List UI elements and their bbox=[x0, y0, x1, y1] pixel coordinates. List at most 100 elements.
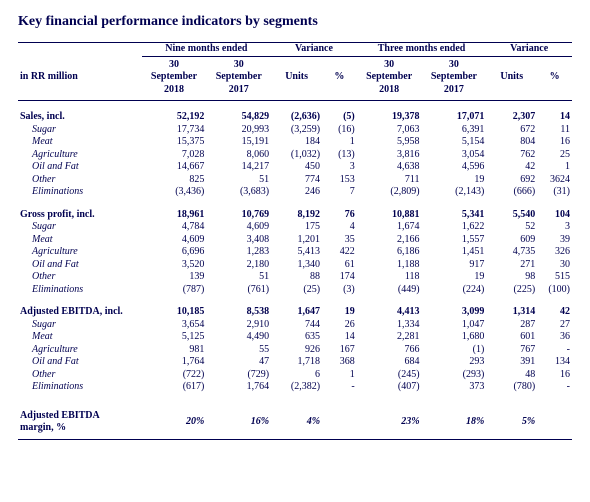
value-cell: 3 bbox=[322, 161, 357, 174]
value-cell: 2,180 bbox=[206, 259, 271, 272]
value-cell: 25 bbox=[537, 149, 572, 162]
value-cell: 14,217 bbox=[206, 161, 271, 174]
value-cell: 23% bbox=[357, 404, 422, 440]
value-cell: (666) bbox=[486, 186, 537, 199]
value-cell: 1,622 bbox=[422, 221, 487, 234]
h-3m-2018-l1: 30 bbox=[357, 56, 422, 71]
value-cell: 767 bbox=[486, 344, 537, 357]
row-label: Sugar bbox=[18, 221, 142, 234]
value-cell: 5% bbox=[486, 404, 537, 440]
row-label: Sugar bbox=[18, 124, 142, 137]
row-label: Eliminations bbox=[18, 186, 142, 199]
value-cell: 3,520 bbox=[142, 259, 207, 272]
row-label: Meat bbox=[18, 234, 142, 247]
value-cell: 5,341 bbox=[422, 209, 487, 222]
value-cell: 174 bbox=[322, 271, 357, 284]
value-cell: 10,881 bbox=[357, 209, 422, 222]
value-cell: 27 bbox=[537, 319, 572, 332]
value-cell: 684 bbox=[357, 356, 422, 369]
value-cell: 2,166 bbox=[357, 234, 422, 247]
value-cell: (25) bbox=[271, 284, 322, 297]
h-3m-2018-l2: September bbox=[357, 71, 422, 84]
value-cell: 515 bbox=[537, 271, 572, 284]
value-cell: 14,667 bbox=[142, 161, 207, 174]
section-label: Gross profit, incl. bbox=[18, 209, 142, 222]
value-cell: 1 bbox=[322, 369, 357, 382]
value-cell: 4,490 bbox=[206, 331, 271, 344]
value-cell: 175 bbox=[271, 221, 322, 234]
value-cell: 3 bbox=[537, 221, 572, 234]
value-cell: 368 bbox=[322, 356, 357, 369]
value-cell: (31) bbox=[537, 186, 572, 199]
value-cell: 804 bbox=[486, 136, 537, 149]
value-cell: 47 bbox=[206, 356, 271, 369]
h-3m-2017-l2: September bbox=[422, 71, 487, 84]
value-cell: 16 bbox=[537, 369, 572, 382]
value-cell: 17,071 bbox=[422, 111, 487, 124]
value-cell: 1,201 bbox=[271, 234, 322, 247]
value-cell: 16% bbox=[206, 404, 271, 440]
value-cell: (3,436) bbox=[142, 186, 207, 199]
value-cell: 4,784 bbox=[142, 221, 207, 234]
value-cell: (787) bbox=[142, 284, 207, 297]
value-cell: (293) bbox=[422, 369, 487, 382]
value-cell: 3,408 bbox=[206, 234, 271, 247]
value-cell: 5,413 bbox=[271, 246, 322, 259]
value-cell: 4,596 bbox=[422, 161, 487, 174]
value-cell: 744 bbox=[271, 319, 322, 332]
value-cell: 3624 bbox=[537, 174, 572, 187]
value-cell: 4% bbox=[271, 404, 322, 440]
value-cell: 8,538 bbox=[206, 306, 271, 319]
value-cell: 18% bbox=[422, 404, 487, 440]
value-cell: - bbox=[537, 344, 572, 357]
value-cell: 134 bbox=[537, 356, 572, 369]
value-cell: 153 bbox=[322, 174, 357, 187]
value-cell: 30 bbox=[537, 259, 572, 272]
value-cell: 17,734 bbox=[142, 124, 207, 137]
value-cell: 1,047 bbox=[422, 319, 487, 332]
value-cell: 422 bbox=[322, 246, 357, 259]
h-pct-1: % bbox=[322, 56, 357, 96]
value-cell: 1,764 bbox=[206, 381, 271, 394]
h-pct-2: % bbox=[537, 56, 572, 96]
h-9m-2018-l2: September bbox=[142, 71, 207, 84]
value-cell: 19 bbox=[422, 174, 487, 187]
value-cell: 7,028 bbox=[142, 149, 207, 162]
value-cell: 2,910 bbox=[206, 319, 271, 332]
value-cell: 1,283 bbox=[206, 246, 271, 259]
value-cell: 51 bbox=[206, 271, 271, 284]
value-cell: (729) bbox=[206, 369, 271, 382]
value-cell: 19 bbox=[322, 306, 357, 319]
value-cell: 2,281 bbox=[357, 331, 422, 344]
row-label: Eliminations bbox=[18, 284, 142, 297]
value-cell: 825 bbox=[142, 174, 207, 187]
value-cell: 1,764 bbox=[142, 356, 207, 369]
value-cell: 917 bbox=[422, 259, 487, 272]
value-cell: (2,809) bbox=[357, 186, 422, 199]
section-label: Adjusted EBITDA, incl. bbox=[18, 306, 142, 319]
h-9m-2017-l3: 2017 bbox=[206, 84, 271, 97]
value-cell: 1,340 bbox=[271, 259, 322, 272]
value-cell: 1,680 bbox=[422, 331, 487, 344]
value-cell: (225) bbox=[486, 284, 537, 297]
value-cell: (16) bbox=[322, 124, 357, 137]
row-label: Meat bbox=[18, 136, 142, 149]
row-label: Agriculture bbox=[18, 344, 142, 357]
value-cell: 42 bbox=[537, 306, 572, 319]
value-cell: (224) bbox=[422, 284, 487, 297]
value-cell: 6 bbox=[271, 369, 322, 382]
row-label: Oil and Fat bbox=[18, 356, 142, 369]
value-cell: 5,154 bbox=[422, 136, 487, 149]
value-cell: 26 bbox=[322, 319, 357, 332]
value-cell: (3,683) bbox=[206, 186, 271, 199]
value-cell: 5,540 bbox=[486, 209, 537, 222]
value-cell: (449) bbox=[357, 284, 422, 297]
value-cell: (2,143) bbox=[422, 186, 487, 199]
value-cell: 450 bbox=[271, 161, 322, 174]
value-cell: 4,609 bbox=[142, 234, 207, 247]
row-label: Other bbox=[18, 174, 142, 187]
value-cell: (780) bbox=[486, 381, 537, 394]
value-cell: 184 bbox=[271, 136, 322, 149]
value-cell: 3,099 bbox=[422, 306, 487, 319]
value-cell: (1) bbox=[422, 344, 487, 357]
